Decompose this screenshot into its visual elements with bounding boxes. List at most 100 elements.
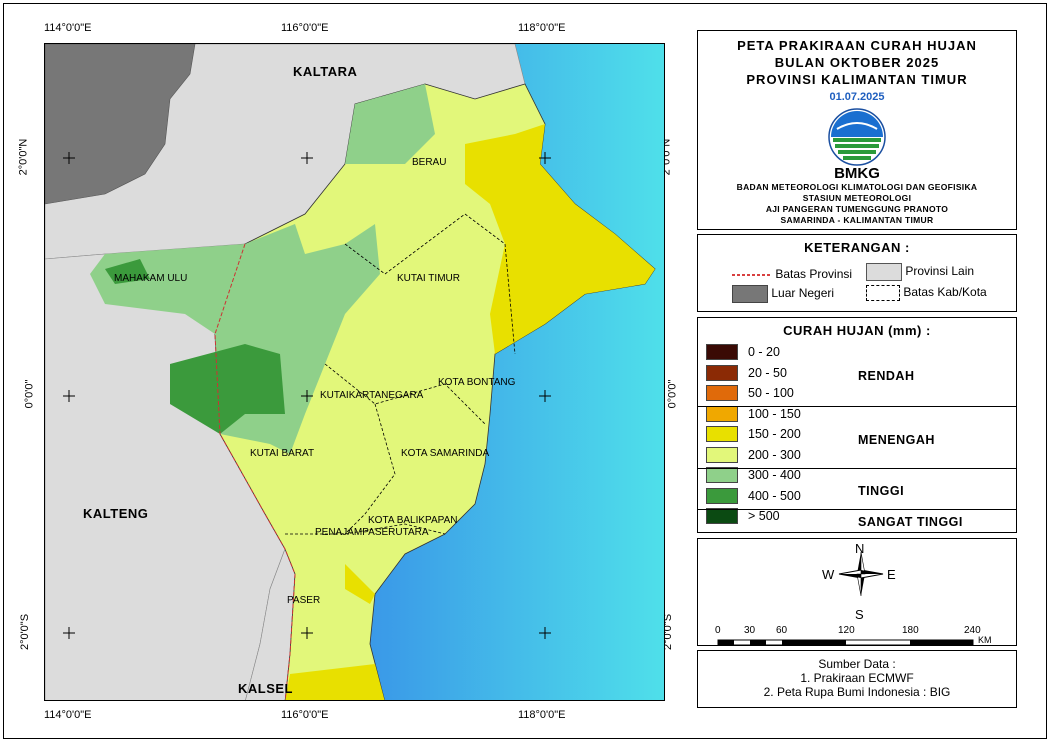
bmkg-text: BMKG <box>834 165 880 182</box>
rain-class-swatch <box>706 446 738 463</box>
lon-label-118: 118°0'0"E <box>518 22 566 34</box>
label-penajam-paser-utara: PENAJAMPASERUTARA <box>315 527 429 538</box>
scale-tick-240: 240 <box>964 625 981 636</box>
map-frame <box>3 3 1047 739</box>
district-boundary-4 <box>285 523 446 535</box>
curah-hujan-title: CURAH HUJAN (mm) : <box>783 323 931 338</box>
lon-label-118-bottom: 118°0'0"E <box>518 709 566 721</box>
zone-150-200-south1 <box>345 564 375 604</box>
rain-class-swatch <box>706 508 738 524</box>
rain-class-label: 300 - 400 <box>748 468 801 482</box>
label-kota-samarinda: KOTA SAMARINDA <box>401 448 490 459</box>
batas-kab-swatch <box>866 285 900 301</box>
province-boundary <box>214 243 296 700</box>
map-area[interactable]: KALTARA KALTENG KALSEL BERAU MAHAKAM ULU… <box>44 43 665 701</box>
label-paser: PASER <box>287 595 321 606</box>
compass-s: S <box>855 607 864 622</box>
rain-class-row: 0 - 20 <box>706 342 944 362</box>
rain-class-row: 200 - 300 <box>706 445 944 465</box>
title-line3: PROVINSI KALIMANTAN TIMUR <box>746 72 968 87</box>
rain-class-label: 50 - 100 <box>748 386 794 400</box>
district-boundary-2 <box>324 363 486 425</box>
scale-tick-60: 60 <box>776 625 788 636</box>
rain-class-label: 400 - 500 <box>748 488 801 503</box>
label-kutai-barat: KUTAI BARAT <box>250 448 315 459</box>
source-line1: 1. Prakiraan ECMWF <box>800 671 914 685</box>
zone-150-200-south2 <box>285 664 385 700</box>
keterangan-title: KETERANGAN : <box>804 240 910 255</box>
rain-class-row: > 500 <box>706 506 944 526</box>
rain-class-row: 50 - 100 <box>706 383 944 403</box>
compass-icon <box>838 551 884 597</box>
keterangan-panel: KETERANGAN : Batas Provinsi Provinsi Lai… <box>697 234 1017 312</box>
lon-label-116: 116°0'0"E <box>281 22 329 34</box>
provinsi-lain-swatch <box>866 263 902 281</box>
lon-label-116-bottom: 116°0'0"E <box>281 709 329 721</box>
rain-class-swatch <box>706 405 738 422</box>
legend-luar-negeri: Luar Negeri <box>732 285 834 303</box>
rain-class-swatch <box>706 487 738 504</box>
rain-class-label: 100 - 150 <box>748 406 801 421</box>
compass-w: W <box>822 567 835 582</box>
scale-unit: KM <box>978 635 992 645</box>
legend-batas-kab: Batas Kab/Kota <box>866 285 987 301</box>
title-line1: PETA PRAKIRAAN CURAH HUJAN <box>737 38 977 53</box>
lat-label-2n: 2°0'0"N <box>17 138 30 176</box>
label-kutai-timur: KUTAI TIMUR <box>397 273 460 284</box>
luar-negeri-area <box>45 44 196 205</box>
label-kutaikartanegara: KUTAIKARTANEGARA <box>320 390 424 401</box>
issue-date: 01.07.2025 <box>829 91 885 103</box>
curah-hujan-panel: CURAH HUJAN (mm) : 0 - 20 20 - 50 50 - 100… <box>697 317 1017 533</box>
lat-label-0-right: 0°0'0" <box>666 379 679 409</box>
district-boundary-3 <box>344 403 396 535</box>
title-line2: BULAN OKTOBER 2025 <box>774 55 940 70</box>
rain-class-label: 200 - 300 <box>748 447 801 462</box>
label-kaltara: KALTARA <box>293 64 358 79</box>
legend-provinsi-lain: Provinsi Lain <box>866 263 974 281</box>
rain-class-label: > 500 <box>748 509 780 523</box>
inst-line1: BADAN METEOROLOGI KLIMATOLOGI DAN GEOFIS… <box>736 182 978 192</box>
rain-class-swatch <box>706 426 738 442</box>
rain-class-row: 300 - 400 <box>706 465 944 485</box>
scale-tick-30: 30 <box>744 625 756 636</box>
category-rendah: RENDAH <box>858 369 915 383</box>
lon-label-114-bottom: 114°0'0"E <box>44 709 92 721</box>
rain-class-label: 150 - 200 <box>748 427 801 441</box>
label-kalsel: KALSEL <box>238 681 293 696</box>
rain-class-row: 100 - 150 <box>706 404 944 424</box>
category-sangat-tinggi: SANGAT TINGGI <box>858 515 963 529</box>
compass-n: N <box>855 541 865 556</box>
category-menengah: MENENGAH <box>858 433 935 447</box>
scale-tick-120: 120 <box>838 625 855 636</box>
grid-crosses <box>63 152 551 639</box>
legend-batas-provinsi: Batas Provinsi <box>732 267 852 281</box>
compass-scale-panel: N S E W 0 30 60 120 180 240 KM <box>697 538 1017 646</box>
zone-150-200-east <box>465 124 655 354</box>
lat-label-2s: 2°0'0"S <box>19 613 32 651</box>
source-panel: Sumber Data : 1. Prakiraan ECMWF 2. Peta… <box>697 650 1017 708</box>
rain-class-label: 20 - 50 <box>748 365 787 380</box>
scale-tick-180: 180 <box>902 625 919 636</box>
institution: BADAN METEOROLOGI KLIMATOLOGI DAN GEOFIS… <box>698 182 1016 226</box>
label-berau: BERAU <box>412 157 447 168</box>
map-svg <box>45 44 664 700</box>
zone-300-400-north <box>345 84 435 164</box>
rain-class-swatch <box>706 385 738 401</box>
rain-class-row: 400 - 500 <box>706 486 944 506</box>
scale-bar <box>717 639 974 646</box>
rain-class-row: 150 - 200 <box>706 424 944 444</box>
batas-provinsi-icon <box>732 274 772 276</box>
rain-class-row: 20 - 50 <box>706 363 944 383</box>
category-tinggi: TINGGI <box>858 484 905 498</box>
label-kota-balikpapan: KOTA BALIKPAPAN <box>368 515 458 526</box>
inst-line2: STASIUN METEOROLOGI <box>802 193 912 203</box>
map-title: PETA PRAKIRAAN CURAH HUJAN BULAN OKTOBER… <box>698 37 1016 88</box>
lon-label-114: 114°0'0"E <box>44 22 92 34</box>
lat-label-0: 0°0'0" <box>23 379 36 409</box>
zone-400-500-b <box>105 259 150 284</box>
inst-line3: AJI PANGERAN TUMENGGUNG PRANOTO <box>765 204 949 214</box>
rain-class-swatch <box>706 364 738 381</box>
title-panel: PETA PRAKIRAAN CURAH HUJAN BULAN OKTOBER… <box>697 30 1017 230</box>
rain-class-swatch <box>706 344 738 360</box>
district-boundary-1 <box>344 213 516 355</box>
